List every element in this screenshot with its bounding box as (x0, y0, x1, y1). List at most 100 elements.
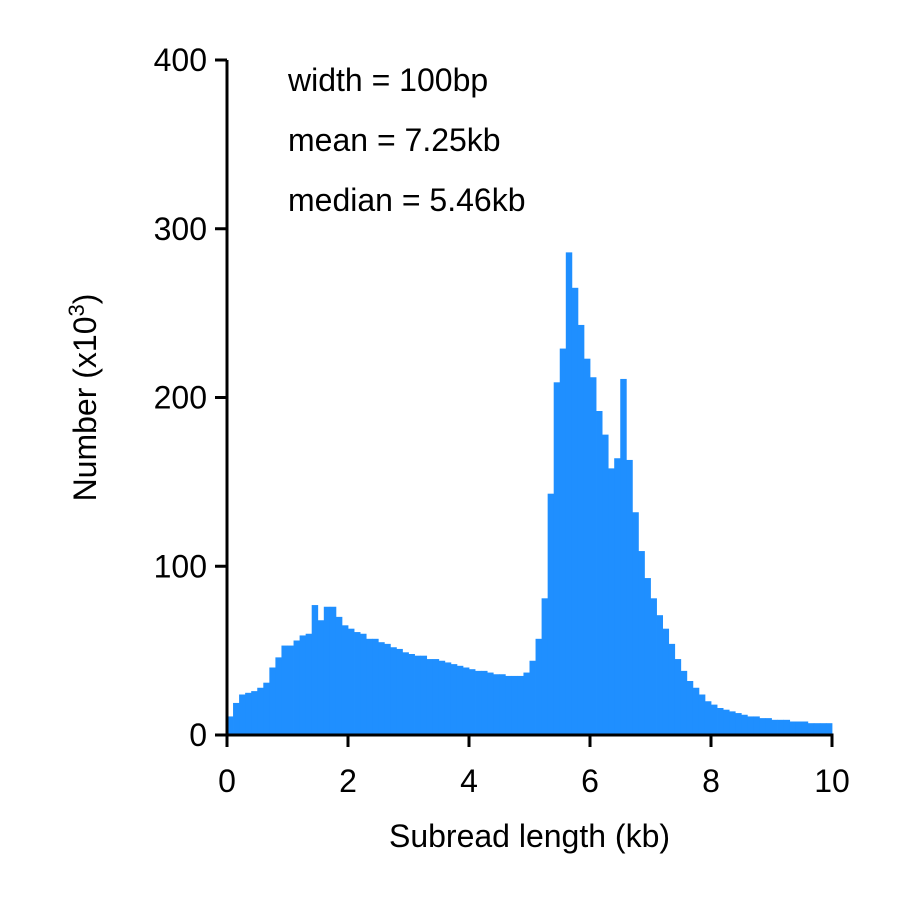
x-tick-label: 0 (218, 763, 236, 799)
histogram-bar (263, 682, 270, 735)
histogram-bar (668, 643, 676, 735)
x-tick-label: 8 (702, 763, 720, 799)
histogram-bar (825, 723, 833, 735)
histogram-bar (753, 716, 760, 735)
x-axis-label: Subread length (kb) (389, 818, 670, 854)
histogram-bar (638, 551, 645, 735)
histogram-bar (789, 721, 797, 735)
histogram-bar (450, 664, 458, 735)
histogram-bar (765, 718, 772, 735)
histogram-bar (626, 459, 633, 735)
annotation-mean: mean = 7.25kb (288, 122, 501, 158)
histogram-bar (384, 643, 391, 735)
histogram-bar (469, 669, 476, 735)
histogram-bar (729, 711, 736, 735)
histogram-bar (686, 681, 694, 735)
histogram-bar (293, 640, 300, 735)
histogram-bar (269, 667, 276, 735)
histogram-bar (680, 670, 688, 735)
histogram-bar (614, 458, 621, 735)
x-tick-label: 2 (339, 763, 357, 799)
histogram-bar (698, 694, 706, 735)
histogram-bar (747, 716, 754, 735)
histogram-bar (662, 628, 670, 735)
histogram-bar (511, 675, 518, 735)
y-axis-label: Number (x103) (64, 294, 103, 502)
histogram-bar (717, 708, 724, 735)
x-tick-label: 10 (814, 763, 850, 799)
annotation-median: median = 5.46kb (288, 182, 526, 218)
histogram-bar (517, 675, 524, 735)
histogram-bar (632, 512, 639, 735)
histogram-bar (571, 287, 579, 735)
histogram-bar (795, 721, 803, 735)
histogram-bar (335, 616, 343, 735)
histogram-bar (771, 719, 778, 735)
histogram-bar (819, 723, 827, 735)
histogram-bar (813, 723, 821, 735)
histogram-bar (559, 348, 567, 735)
histogram-bar (704, 701, 712, 735)
histogram-bar (281, 645, 288, 735)
y-tick-label: 100 (154, 548, 207, 584)
histogram-bar (311, 605, 319, 735)
histogram-bar (251, 691, 258, 735)
y-tick-label: 0 (189, 717, 207, 753)
histogram-bar (505, 675, 512, 735)
histogram-bar (354, 632, 361, 735)
histogram-bar (553, 382, 561, 735)
histogram-bar (245, 692, 252, 735)
histogram-bar (723, 709, 730, 735)
histogram-bar (426, 659, 434, 735)
histogram-bar (596, 411, 603, 735)
histogram-bar (692, 687, 700, 735)
histogram-bar (583, 358, 591, 735)
histogram-bar (444, 662, 452, 735)
histogram-bar (402, 652, 409, 735)
histogram-bar (759, 718, 766, 735)
histogram-bar (493, 674, 500, 735)
y-axis-label-main: Number (x10 (67, 316, 103, 501)
histogram-bar (432, 659, 440, 735)
y-tick-label: 200 (154, 380, 207, 416)
histogram-bar (807, 723, 815, 735)
histogram-bar (305, 633, 313, 735)
histogram-bar (711, 704, 718, 735)
y-tick-label: 400 (154, 42, 207, 78)
x-tick-label: 6 (581, 763, 599, 799)
histogram-bar (323, 606, 331, 735)
histogram-bar (438, 660, 446, 735)
histogram-bar (299, 635, 307, 735)
histogram-bar (535, 638, 542, 735)
histogram-bar (801, 721, 809, 735)
histogram-bar (233, 702, 240, 735)
histogram-bar (462, 667, 470, 735)
histogram-bar (390, 647, 397, 735)
y-axis-label-superscript: 3 (64, 304, 89, 316)
histogram-bar (257, 687, 264, 735)
histogram-bar (602, 434, 609, 735)
histogram-bar (329, 606, 337, 735)
histogram-bar (523, 672, 530, 735)
histogram-bar (620, 378, 627, 735)
histogram-bar (644, 578, 651, 735)
histogram-bar (650, 598, 657, 735)
histogram-bar (735, 713, 742, 735)
y-tick-label: 300 (154, 211, 207, 247)
histogram-bar (529, 660, 536, 735)
y-axis-label-close: ) (67, 294, 103, 305)
histogram-bar (565, 252, 573, 735)
histogram-bar (341, 625, 349, 735)
histogram-bar (577, 324, 585, 735)
histogram-bar (481, 670, 488, 735)
histogram-bar (674, 659, 682, 735)
annotation-width: width = 100bp (287, 62, 488, 98)
x-ticks: 0 2 4 6 8 10 (218, 735, 850, 799)
histogram-bar (366, 638, 373, 735)
y-ticks: 0 100 200 300 400 (154, 42, 227, 753)
histogram-bar (475, 670, 482, 735)
histogram-bar (741, 714, 748, 735)
histogram-bars (227, 252, 833, 735)
annotations: width = 100bp mean = 7.25kb median = 5.4… (287, 62, 526, 218)
histogram-bar (656, 615, 663, 735)
